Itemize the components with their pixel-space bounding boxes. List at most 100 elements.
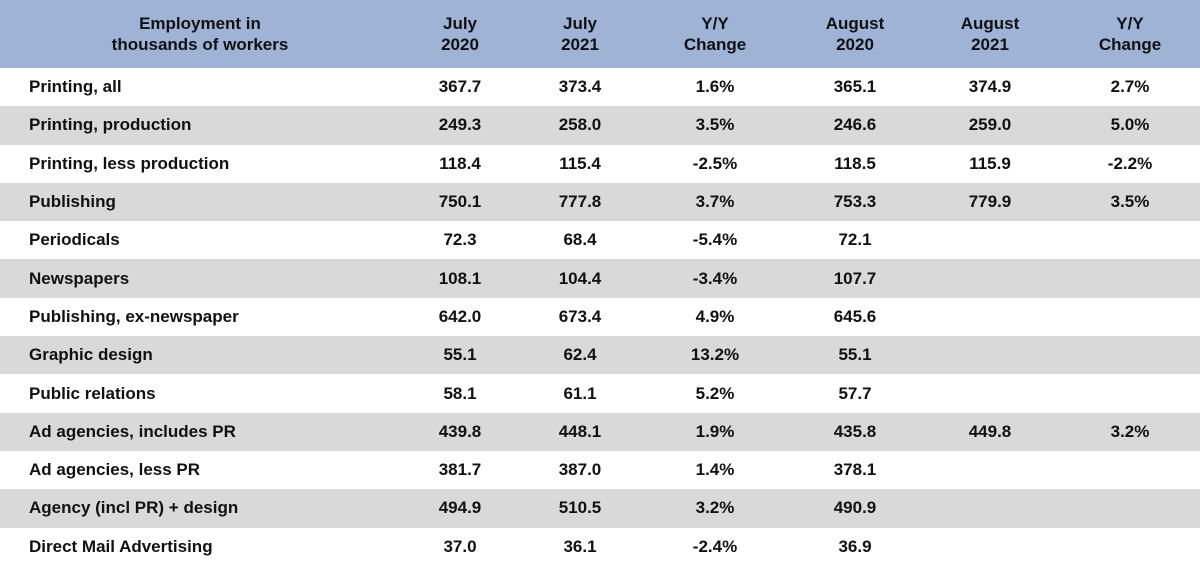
cell-august-2020: 118.5 bbox=[834, 153, 876, 173]
cell-august-yy-change bbox=[1060, 489, 1200, 528]
cell-august-yy-change: 5.0% bbox=[1060, 106, 1200, 145]
cell-july-2020: 37.0 bbox=[443, 536, 477, 556]
cell-august-2021 bbox=[920, 528, 1060, 566]
cell-july-yy-change: 3.2% bbox=[640, 489, 790, 528]
cell-july-yy-change: 1.9% bbox=[640, 412, 790, 451]
cell-july-2020: 58.1 bbox=[443, 383, 477, 403]
cell-august-yy-change: -2.2% bbox=[1107, 153, 1153, 173]
cell-august-2020: 57.7 bbox=[838, 383, 872, 403]
table-row: Printing, less production 118.4 115.4 -2.5%… bbox=[0, 145, 1200, 183]
cell-july-2021: 448.1 bbox=[520, 412, 640, 451]
cell-august-2020: 36.9 bbox=[838, 536, 872, 556]
cell-august-2021 bbox=[920, 259, 1060, 298]
table-row: Newspapers 108.1 104.4 -3.4% 107.7 bbox=[0, 259, 1200, 298]
header-august-2021: August 2021 bbox=[920, 0, 1060, 68]
cell-row-label: Agency (incl PR) + design bbox=[0, 489, 400, 528]
cell-july-yy-change: 1.6% bbox=[695, 77, 735, 97]
cell-july-yy-change: -2.5% bbox=[692, 153, 738, 173]
cell-august-2020: 365.1 bbox=[833, 77, 877, 97]
cell-august-2020: 435.8 bbox=[790, 412, 920, 451]
header-category: Employment in thousands of workers bbox=[0, 0, 400, 68]
cell-july-yy-change: 5.2% bbox=[695, 383, 735, 403]
table-row: Public relations 58.1 61.1 5.2% 57.7 bbox=[0, 374, 1200, 412]
cell-august-2021 bbox=[920, 489, 1060, 528]
cell-august-2021: 374.9 bbox=[968, 77, 1012, 97]
table-row: Agency (incl PR) + design 494.9 510.5 3.2% 4… bbox=[0, 489, 1200, 528]
cell-row-label: Graphic design bbox=[0, 336, 400, 375]
cell-august-2020: 55.1 bbox=[790, 336, 920, 375]
cell-july-yy-change: 3.7% bbox=[640, 182, 790, 222]
table-row: Printing, production 249.3 258.0 3.5% 246.6 2… bbox=[0, 106, 1200, 145]
cell-row-label: Newspapers bbox=[0, 259, 400, 298]
cell-august-yy-change bbox=[1060, 221, 1200, 259]
cell-august-2020: 72.1 bbox=[838, 230, 872, 250]
cell-july-2021: 104.4 bbox=[520, 259, 640, 298]
table-row: Periodicals 72.3 68.4 -5.4% 72.1 bbox=[0, 221, 1200, 259]
cell-row-label: Direct Mail Advertising bbox=[29, 536, 213, 556]
cell-august-2020: 490.9 bbox=[790, 489, 920, 528]
cell-july-2021: 36.1 bbox=[563, 536, 597, 556]
cell-august-2020: 246.6 bbox=[790, 106, 920, 145]
cell-july-2020: 750.1 bbox=[400, 182, 520, 222]
cell-july-2020: 381.7 bbox=[438, 460, 482, 480]
cell-august-2021 bbox=[920, 221, 1060, 259]
cell-august-2021 bbox=[920, 298, 1060, 336]
cell-july-2021: 61.1 bbox=[563, 383, 597, 403]
cell-july-2020: 367.7 bbox=[438, 77, 482, 97]
cell-august-yy-change bbox=[1060, 528, 1200, 566]
cell-august-2021: 259.0 bbox=[920, 106, 1060, 145]
cell-july-2021: 115.4 bbox=[559, 153, 601, 173]
cell-july-2021: 387.0 bbox=[558, 460, 602, 480]
cell-july-yy-change: -2.4% bbox=[692, 536, 738, 556]
cell-row-label: Publishing, ex-newspaper bbox=[29, 306, 239, 326]
cell-july-yy-change: -5.4% bbox=[692, 230, 738, 250]
cell-august-2021 bbox=[920, 374, 1060, 412]
cell-row-label: Ad agencies, includes PR bbox=[0, 412, 400, 451]
cell-august-yy-change bbox=[1060, 259, 1200, 298]
cell-july-2020: 249.3 bbox=[400, 106, 520, 145]
cell-august-2021: 449.8 bbox=[920, 412, 1060, 451]
cell-august-yy-change bbox=[1060, 336, 1200, 375]
table-row: Publishing 750.1 777.8 3.7% 753.3 779.9 3.5% bbox=[0, 182, 1200, 222]
cell-july-yy-change: 3.5% bbox=[640, 106, 790, 145]
cell-august-yy-change bbox=[1060, 298, 1200, 336]
cell-july-yy-change: -3.4% bbox=[640, 259, 790, 298]
header-august-2020: August 2020 bbox=[790, 0, 920, 68]
cell-august-yy-change bbox=[1060, 451, 1200, 489]
cell-july-2020: 439.8 bbox=[400, 412, 520, 451]
cell-july-2020: 108.1 bbox=[400, 259, 520, 298]
header-row: Employment in thousands of workers July … bbox=[0, 0, 1200, 68]
header-july-2020: July 2020 bbox=[400, 0, 520, 68]
table-row: Ad agencies, less PR 381.7 387.0 1.4% 378.1 bbox=[0, 451, 1200, 489]
cell-july-2021: 258.0 bbox=[520, 106, 640, 145]
cell-july-2021: 777.8 bbox=[520, 182, 640, 222]
cell-august-2020: 645.6 bbox=[833, 306, 877, 326]
cell-july-2020: 642.0 bbox=[438, 306, 482, 326]
cell-july-2020: 118.4 bbox=[439, 153, 481, 173]
cell-july-2020: 72.3 bbox=[443, 230, 477, 250]
cell-row-label: Public relations bbox=[29, 383, 156, 403]
cell-july-yy-change: 4.9% bbox=[695, 306, 735, 326]
table-row: Graphic design 55.1 62.4 13.2% 55.1 bbox=[0, 336, 1200, 375]
cell-august-2020: 753.3 bbox=[790, 182, 920, 222]
table-row: Publishing, ex-newspaper 642.0 673.4 4.9% 64… bbox=[0, 298, 1200, 336]
header-july-yy-change: Y/Y Change bbox=[640, 0, 790, 68]
cell-august-2020: 107.7 bbox=[790, 259, 920, 298]
cell-july-2021: 373.4 bbox=[558, 77, 602, 97]
cell-august-2021: 115.9 bbox=[969, 153, 1011, 173]
cell-august-yy-change: 3.5% bbox=[1060, 182, 1200, 222]
header-july-2021: July 2021 bbox=[520, 0, 640, 68]
cell-july-yy-change: 1.4% bbox=[695, 460, 735, 480]
cell-august-yy-change: 3.2% bbox=[1060, 412, 1200, 451]
cell-august-yy-change bbox=[1060, 374, 1200, 412]
cell-july-2020: 55.1 bbox=[400, 336, 520, 375]
cell-july-2021: 68.4 bbox=[563, 230, 597, 250]
cell-august-2021 bbox=[920, 336, 1060, 375]
cell-august-2021 bbox=[920, 451, 1060, 489]
table-row: Ad agencies, includes PR 439.8 448.1 1.9% 43… bbox=[0, 412, 1200, 451]
cell-july-2021: 510.5 bbox=[520, 489, 640, 528]
table-body: Printing, all 367.7 373.4 1.6% 365.1 374.9 2.7… bbox=[0, 68, 1200, 566]
cell-august-2020: 378.1 bbox=[833, 460, 877, 480]
cell-july-2020: 494.9 bbox=[400, 489, 520, 528]
cell-row-label: Periodicals bbox=[29, 230, 120, 250]
